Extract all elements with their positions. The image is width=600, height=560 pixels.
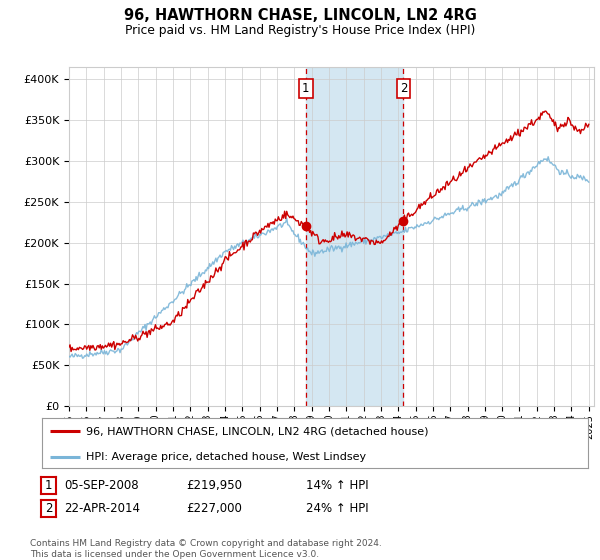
Text: 24% ↑ HPI: 24% ↑ HPI [306, 502, 368, 515]
Text: £219,950: £219,950 [186, 479, 242, 492]
Text: 05-SEP-2008: 05-SEP-2008 [64, 479, 139, 492]
Text: Contains HM Land Registry data © Crown copyright and database right 2024.
This d: Contains HM Land Registry data © Crown c… [30, 539, 382, 559]
Text: 1: 1 [302, 82, 310, 95]
Text: 2: 2 [45, 502, 52, 515]
Text: 22-APR-2014: 22-APR-2014 [64, 502, 140, 515]
Text: 1: 1 [45, 479, 52, 492]
Text: 96, HAWTHORN CHASE, LINCOLN, LN2 4RG (detached house): 96, HAWTHORN CHASE, LINCOLN, LN2 4RG (de… [86, 426, 428, 436]
Text: 96, HAWTHORN CHASE, LINCOLN, LN2 4RG: 96, HAWTHORN CHASE, LINCOLN, LN2 4RG [124, 8, 476, 24]
Text: Price paid vs. HM Land Registry's House Price Index (HPI): Price paid vs. HM Land Registry's House … [125, 24, 475, 36]
Text: 2: 2 [400, 82, 407, 95]
Text: HPI: Average price, detached house, West Lindsey: HPI: Average price, detached house, West… [86, 452, 366, 462]
Text: £227,000: £227,000 [186, 502, 242, 515]
Text: 14% ↑ HPI: 14% ↑ HPI [306, 479, 368, 492]
Bar [306, 67, 403, 406]
